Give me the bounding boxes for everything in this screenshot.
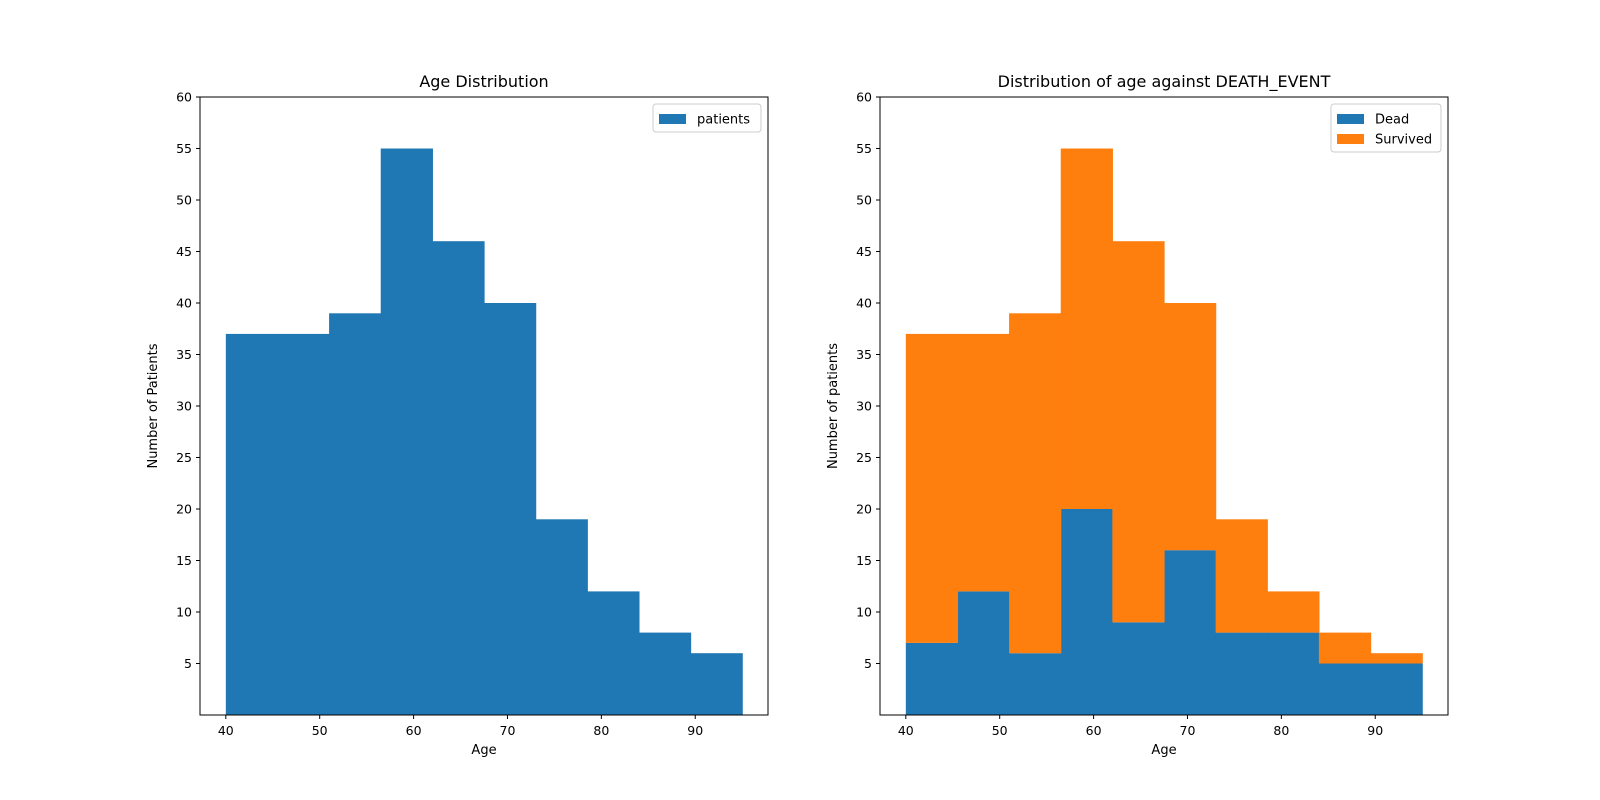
x-tick-label: 70 (1180, 723, 1196, 738)
chart-age-distribution: 40 50 60 70 80 90 5 10 15 20 25 30 35 40 45 50 55 60 Age … (146, 72, 769, 758)
y-tick-label: 50 (176, 193, 192, 208)
bar-survived-bin-6 (1164, 303, 1217, 551)
x-tick-label: 80 (593, 723, 609, 738)
bar-dead-bin-10 (1370, 663, 1423, 715)
bar-patients-bin-4 (380, 148, 433, 715)
bar-patients-bin-8 (587, 591, 640, 715)
x-tick-label: 60 (406, 723, 422, 738)
y-tick-label: 55 (856, 141, 872, 156)
x-tick-label: 90 (1367, 723, 1383, 738)
legend: patients (652, 103, 762, 133)
y-tick-label: 15 (176, 553, 192, 568)
legend-swatch-survived (1337, 134, 1364, 144)
bar-survived-bin-5 (1112, 241, 1165, 623)
bar-patients-bin-2 (277, 333, 330, 715)
y-tick-label: 15 (856, 553, 872, 568)
bar-dead-bin-7 (1215, 632, 1268, 715)
bar-dead-bin-8 (1267, 632, 1320, 715)
bars-group (225, 148, 743, 715)
bar-patients-bin-10 (690, 653, 743, 715)
legend-label-patients: patients (697, 113, 750, 128)
x-tick-label: 80 (1273, 723, 1289, 738)
y-axis-label: Number of patients (826, 343, 841, 469)
chart-age-vs-death-event: 40 50 60 70 80 90 5 10 15 20 25 30 35 40 45 50 55 60 Dist… (826, 72, 1449, 758)
x-tick-label: 40 (218, 723, 234, 738)
bar-survived-bin-7 (1215, 519, 1268, 633)
bar-patients-bin-6 (484, 303, 537, 715)
bar-survived-bin-10 (1370, 653, 1423, 664)
y-tick-label: 5 (864, 656, 872, 671)
y-tick-label: 45 (856, 244, 872, 259)
bar-patients-bin-9 (638, 632, 692, 715)
bar-dead-bin-3 (1009, 653, 1062, 715)
legend-label-survived: Survived (1375, 133, 1432, 148)
bar-survived-bin-3 (1009, 313, 1062, 654)
bar-patients-bin-1 (225, 333, 279, 715)
bar-patients-bin-5 (432, 241, 485, 715)
y-tick-label: 25 (856, 450, 872, 465)
y-tick-label: 40 (856, 296, 872, 311)
bar-patients-bin-7 (535, 519, 588, 715)
bar-dead-bin-6 (1164, 550, 1217, 715)
y-tick-label: 40 (176, 296, 192, 311)
y-tick-label: 60 (856, 90, 872, 105)
y-tick-label: 5 (184, 656, 192, 671)
y-tick-label: 55 (176, 141, 192, 156)
bar-dead-bin-5 (1112, 622, 1165, 715)
bar-survived-bin-8 (1267, 591, 1320, 633)
x-tick-label: 40 (898, 723, 914, 738)
y-tick-label: 35 (856, 347, 872, 362)
y-tick-label: 20 (176, 502, 192, 517)
x-axis-label: Age (1151, 743, 1176, 758)
y-tick-label: 45 (176, 244, 192, 259)
y-tick-label: 10 (856, 605, 872, 620)
chart-title: Distribution of age against DEATH_EVENT (998, 72, 1331, 92)
bar-survived-bin-9 (1318, 632, 1372, 664)
bar-survived-bin-4 (1060, 148, 1113, 509)
bar-dead-bin-2 (957, 591, 1010, 715)
x-tick-label: 50 (992, 723, 1008, 738)
legend-label-dead: Dead (1375, 113, 1409, 128)
x-tick-label: 60 (1086, 723, 1102, 738)
ticks-group: 40 50 60 70 80 90 5 10 15 20 25 30 35 40 45 50 55 60 (176, 90, 703, 739)
bars-group (905, 148, 1423, 715)
x-tick-label: 50 (312, 723, 328, 738)
x-tick-label: 70 (500, 723, 516, 738)
bar-survived-bin-2 (957, 333, 1010, 592)
bar-dead-bin-1 (905, 642, 959, 715)
bar-patients-bin-3 (329, 313, 382, 715)
y-tick-label: 35 (176, 347, 192, 362)
y-axis-label: Number of Patients (146, 343, 161, 468)
y-tick-label: 25 (176, 450, 192, 465)
y-tick-label: 30 (856, 399, 872, 414)
chart-title: Age Distribution (419, 72, 548, 91)
ticks-group: 40 50 60 70 80 90 5 10 15 20 25 30 35 40 45 50 55 60 (856, 90, 1383, 739)
legend-box (652, 103, 762, 133)
x-axis-label: Age (471, 743, 496, 758)
bar-dead-bin-4 (1060, 509, 1113, 715)
bar-survived-bin-1 (905, 333, 959, 643)
legend-swatch-patients (659, 114, 686, 124)
y-tick-label: 30 (176, 399, 192, 414)
legend: Dead Survived (1330, 103, 1442, 153)
x-tick-label: 90 (687, 723, 703, 738)
y-tick-label: 20 (856, 502, 872, 517)
y-tick-label: 10 (176, 605, 192, 620)
y-tick-label: 50 (856, 193, 872, 208)
bar-dead-bin-9 (1318, 663, 1372, 715)
y-tick-label: 60 (176, 90, 192, 105)
legend-swatch-dead (1337, 114, 1364, 124)
